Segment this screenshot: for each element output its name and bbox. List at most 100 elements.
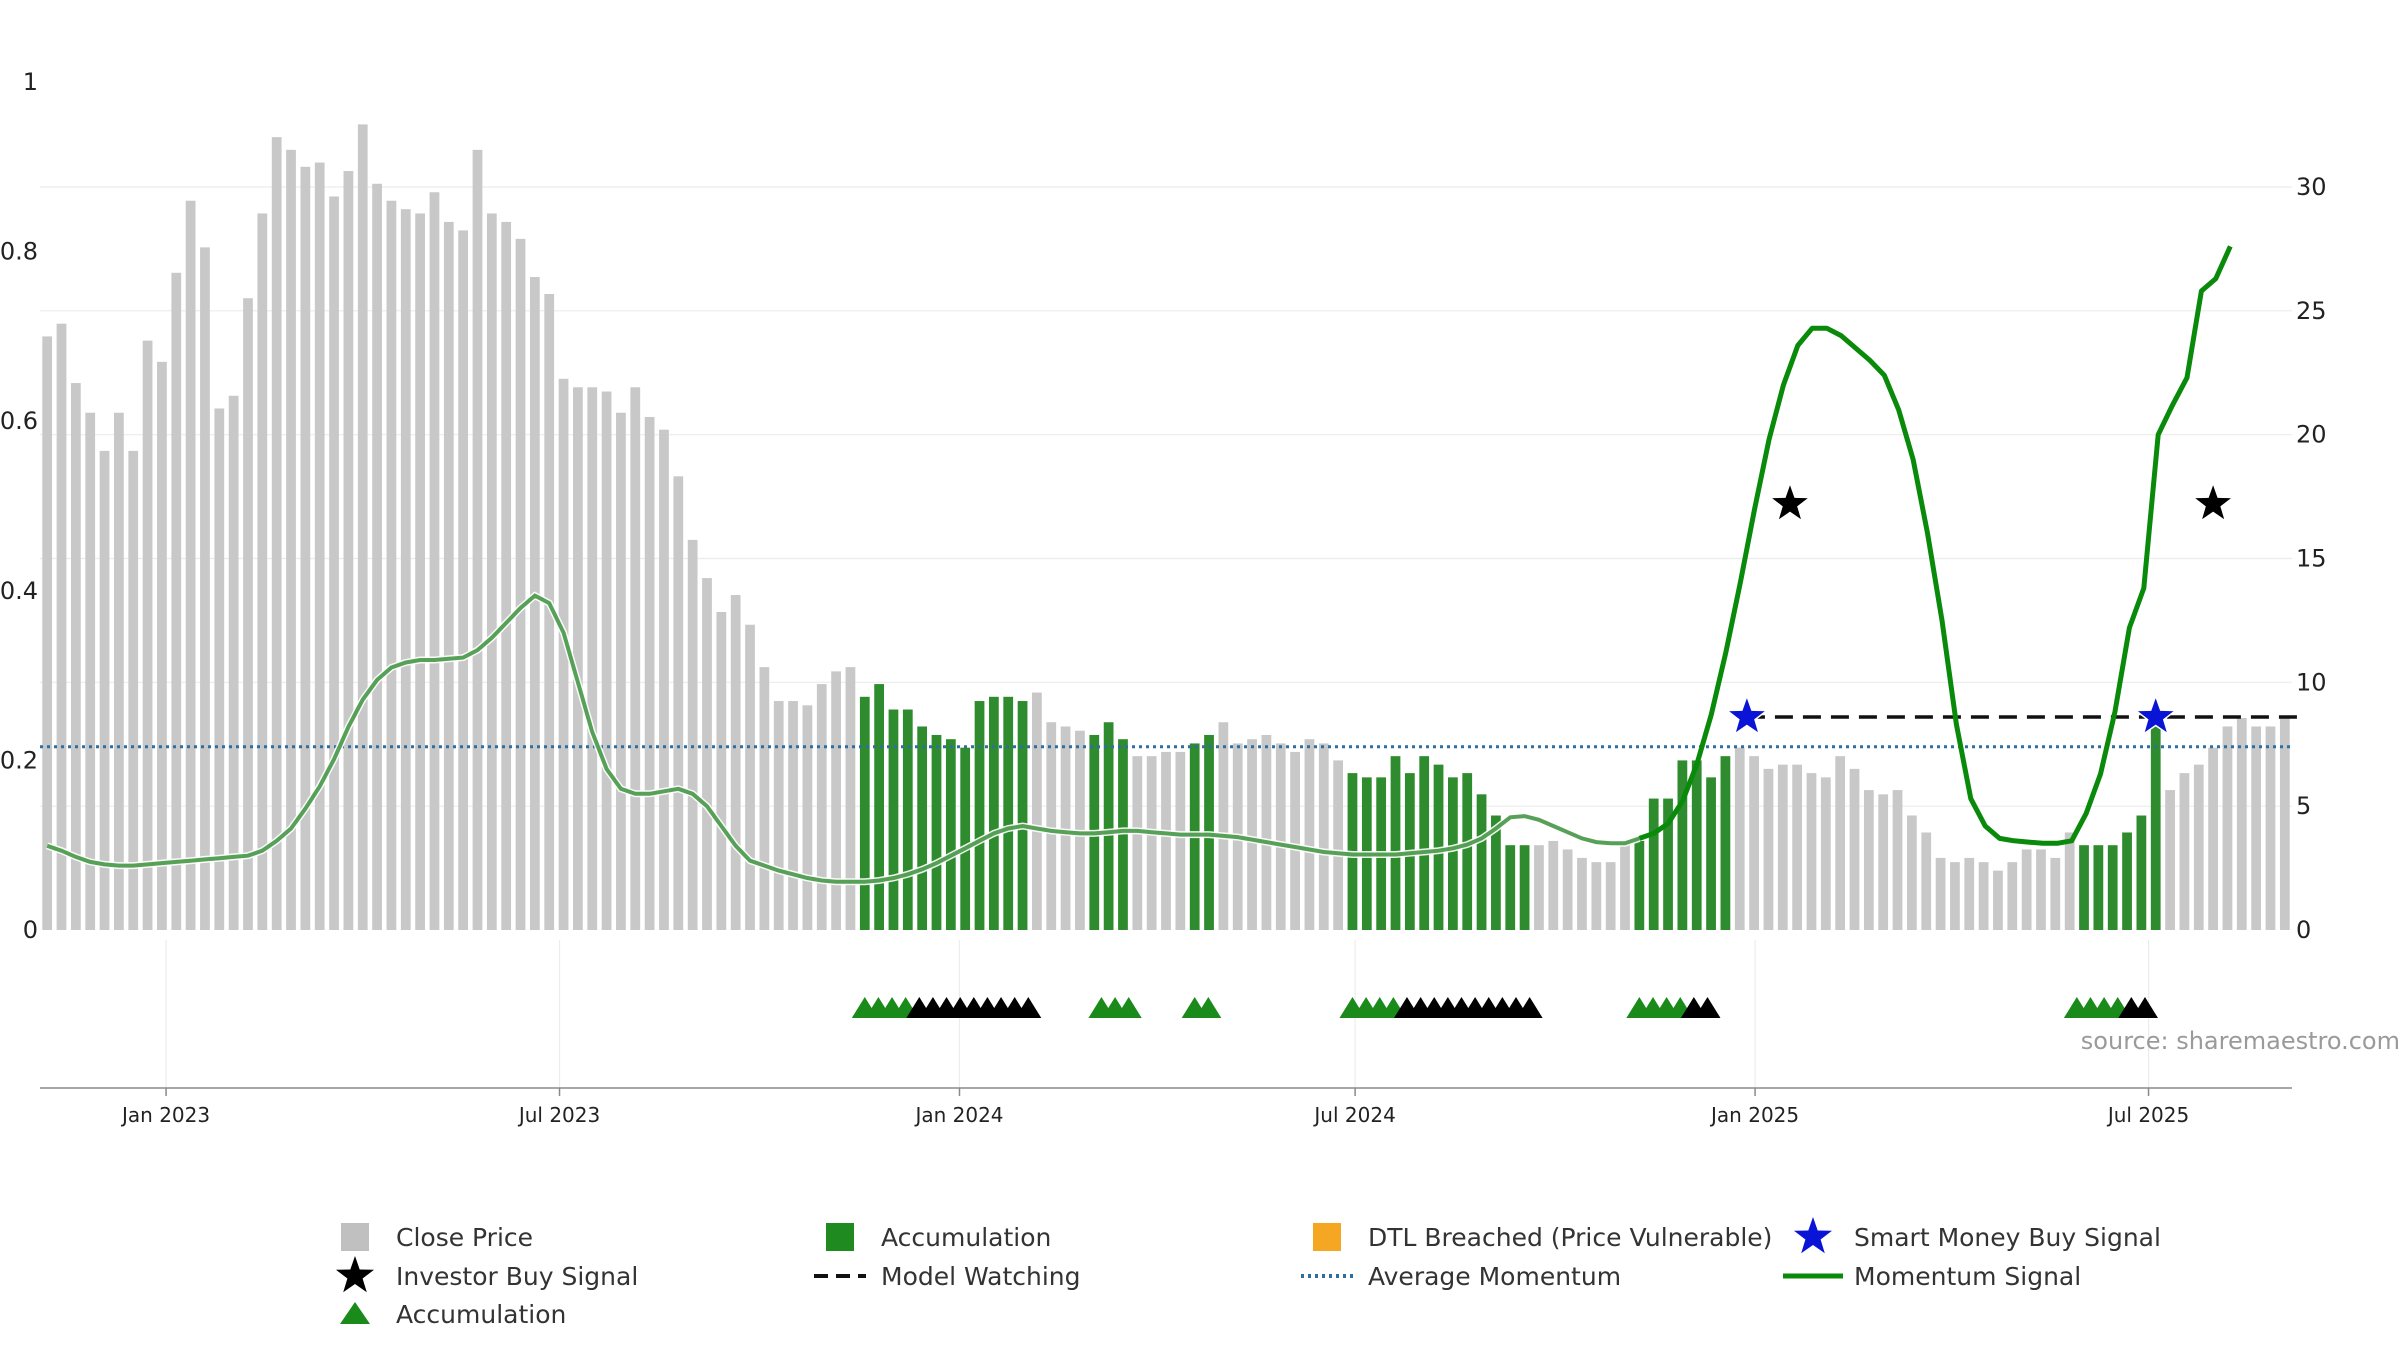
accumulation-bar <box>974 701 985 930</box>
close-price-bar <box>1318 743 1329 930</box>
accumulation-bar <box>1419 756 1430 930</box>
close-price-bar <box>2265 726 2276 930</box>
accumulation-bar <box>1677 760 1688 930</box>
legend-swatch <box>1313 1223 1341 1251</box>
close-price-bar <box>1275 743 1286 930</box>
investor-buy-star <box>1767 480 1813 523</box>
close-price-bar <box>114 412 124 931</box>
close-price-bar <box>1577 857 1587 930</box>
close-price-bar <box>845 667 856 930</box>
legend-label: Average Momentum <box>1368 1262 1621 1291</box>
close-price-bar <box>56 323 67 930</box>
close-price-bar <box>529 277 540 930</box>
close-price-bar <box>1290 751 1300 930</box>
x-tick-label: Jan 2024 <box>913 1103 1003 1127</box>
close-price-bar <box>673 476 684 930</box>
close-price-bar <box>372 183 382 930</box>
close-price-bar <box>687 539 698 930</box>
x-tick-label: Jul 2023 <box>517 1103 600 1127</box>
close-price-bar <box>486 213 497 930</box>
close-price-bar <box>2036 849 2046 930</box>
close-price-bar <box>443 221 454 931</box>
accumulation-bar <box>1476 794 1487 930</box>
close-price-bar <box>2050 857 2061 930</box>
close-price-bar <box>1878 794 1889 930</box>
close-price-bar <box>2222 726 2233 930</box>
close-price-bar <box>601 391 612 930</box>
close-price-bar <box>831 671 841 930</box>
close-price-bar <box>544 294 555 930</box>
accumulation-bar <box>2107 845 2118 930</box>
close-price-bar <box>616 412 626 931</box>
close-price-bar <box>99 450 110 930</box>
close-price-bar <box>773 701 784 930</box>
close-price-bar <box>1333 760 1344 930</box>
accumulation-bar <box>1691 760 1702 930</box>
accumulation-bar <box>1390 756 1401 930</box>
accumulation-bar <box>1118 739 1128 930</box>
legend-swatch <box>826 1223 854 1251</box>
close-price-bar <box>300 166 311 931</box>
close-price-bar <box>271 137 282 930</box>
close-price-bar <box>501 221 512 931</box>
right-axis-tick-label: 10 <box>2296 668 2327 696</box>
x-tick-label: Jan 2025 <box>1709 1103 1799 1127</box>
close-price-bar <box>1820 777 1831 930</box>
close-price-bar <box>1620 840 1630 930</box>
close-price-bar <box>472 149 483 931</box>
close-price-bar <box>1247 739 1257 930</box>
close-price-bar <box>759 667 770 930</box>
close-price-bar <box>1146 756 1157 930</box>
accumulation-bar <box>1706 777 1716 930</box>
close-price-bar <box>171 272 182 930</box>
close-price-bar <box>329 196 339 931</box>
legend-item-avg_momentum: Average Momentum <box>1301 1262 1621 1291</box>
close-price-bar <box>816 684 827 930</box>
legend-label: Accumulation <box>396 1300 566 1329</box>
close-price-bar <box>1605 862 1616 930</box>
left-axis-tick-label: 0.4 <box>0 577 38 605</box>
close-price-bar <box>1935 857 1946 930</box>
close-price-bar <box>1132 756 1143 930</box>
legend-item-accumulation_marker: Accumulation <box>340 1300 566 1329</box>
close-price-bar <box>573 387 583 930</box>
accumulation-bar <box>1663 798 1673 930</box>
legend-item-smart_money: Smart Money Buy Signal <box>1794 1217 2161 1254</box>
close-price-bar <box>2279 718 2290 930</box>
legend-item-close_price: Close Price <box>341 1223 533 1252</box>
legend-label: Investor Buy Signal <box>396 1262 638 1291</box>
left-axis-tick-label: 0.6 <box>0 407 38 435</box>
close-price-bar <box>1734 747 1745 930</box>
close-price-bar <box>200 247 210 931</box>
accumulation-bar <box>1505 845 1516 930</box>
momentum-halo <box>46 591 1641 886</box>
close-price-bar <box>343 171 354 931</box>
close-price-bar <box>1792 764 1803 930</box>
accumulation-bar <box>2093 845 2104 930</box>
right-axis-tick-label: 25 <box>2296 297 2327 325</box>
close-price-bar <box>157 361 167 931</box>
right-axis-tick-label: 20 <box>2296 421 2327 449</box>
accumulation-marker-black <box>1694 997 1721 1018</box>
smart-money-buy-star <box>2133 693 2178 736</box>
accumulation-bar <box>2150 722 2161 930</box>
accumulation-marker-black <box>1516 997 1543 1018</box>
close-price-bar <box>587 387 598 930</box>
close-price-bar <box>1849 768 1860 930</box>
accumulation-bar <box>1017 701 1028 930</box>
close-price-bar <box>2064 832 2075 930</box>
left-axis-tick-label: 1 <box>23 68 38 96</box>
accumulation-marker-black <box>2131 997 2158 1018</box>
legend-label: Close Price <box>396 1223 533 1252</box>
close-price-bar <box>2007 862 2018 930</box>
close-price-bar <box>558 378 569 930</box>
accumulation-bar <box>1634 840 1645 930</box>
close-price-bar <box>70 383 81 930</box>
close-price-bar <box>1534 845 1544 930</box>
close-price-bar <box>228 395 239 930</box>
close-price-bar <box>128 450 139 930</box>
close-price-bar <box>1261 734 1272 930</box>
close-price-bar <box>429 192 440 931</box>
momentum-signal-line <box>1638 245 2233 846</box>
